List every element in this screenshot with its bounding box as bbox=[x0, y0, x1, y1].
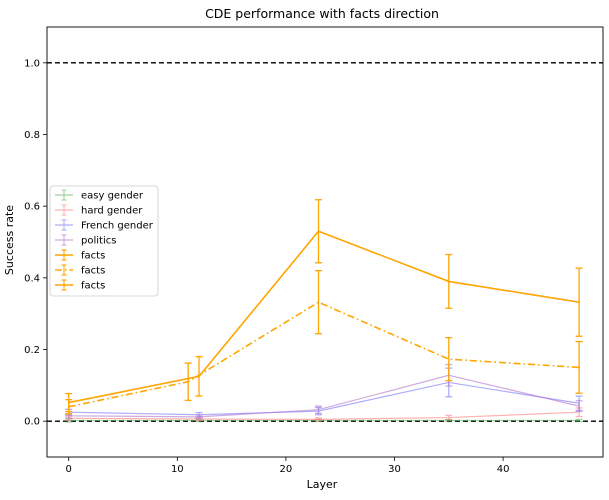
legend: easy gender hard gender French gender polit… bbox=[49, 185, 159, 297]
series-line bbox=[68, 411, 580, 420]
series-4 bbox=[65, 199, 583, 413]
x-axis-ticks: 0 10 20 30 40 bbox=[66, 457, 510, 475]
legend-label: politics bbox=[81, 236, 116, 247]
y-tick-label: 0.0 bbox=[24, 417, 40, 428]
x-tick-label: 20 bbox=[280, 464, 293, 475]
y-tick-label: 0.6 bbox=[24, 202, 40, 213]
legend-item bbox=[55, 279, 73, 291]
legend-item bbox=[55, 234, 73, 246]
legend-label: facts bbox=[81, 266, 105, 277]
chart-title: CDE performance with facts direction bbox=[205, 6, 439, 21]
plot-frame bbox=[46, 26, 604, 458]
series-line bbox=[68, 230, 580, 404]
y-axis-ticks: 0.0 0.2 0.4 0.6 0.8 1.0 bbox=[24, 58, 47, 428]
series-2 bbox=[65, 367, 583, 418]
x-tick-label: 30 bbox=[388, 464, 401, 475]
x-axis-label: Layer bbox=[307, 478, 338, 491]
x-tick-label: 10 bbox=[171, 464, 184, 475]
x-tick-label: 0 bbox=[66, 464, 72, 475]
legend-item bbox=[55, 249, 73, 261]
x-tick-label: 40 bbox=[497, 464, 510, 475]
legend-item bbox=[55, 264, 73, 276]
legend-label: hard gender bbox=[81, 206, 143, 217]
legend-item bbox=[55, 219, 73, 231]
legend-label: facts bbox=[81, 251, 105, 262]
y-tick-label: 0.2 bbox=[24, 345, 40, 356]
legend-item bbox=[55, 204, 73, 216]
series-line bbox=[68, 374, 580, 418]
legend-label: easy gender bbox=[81, 191, 144, 202]
series-layer bbox=[65, 199, 583, 423]
y-tick-label: 0.4 bbox=[24, 273, 40, 284]
y-tick-label: 0.8 bbox=[24, 130, 40, 141]
legend-label: facts bbox=[81, 281, 105, 292]
reference-lines bbox=[47, 62, 603, 422]
legend-label: French gender bbox=[81, 221, 154, 232]
y-tick-label: 1.0 bbox=[24, 58, 40, 69]
y-axis-label: Success rate bbox=[3, 205, 16, 275]
series-5 bbox=[65, 270, 583, 415]
legend-item bbox=[55, 189, 73, 201]
legend-box bbox=[49, 185, 159, 297]
